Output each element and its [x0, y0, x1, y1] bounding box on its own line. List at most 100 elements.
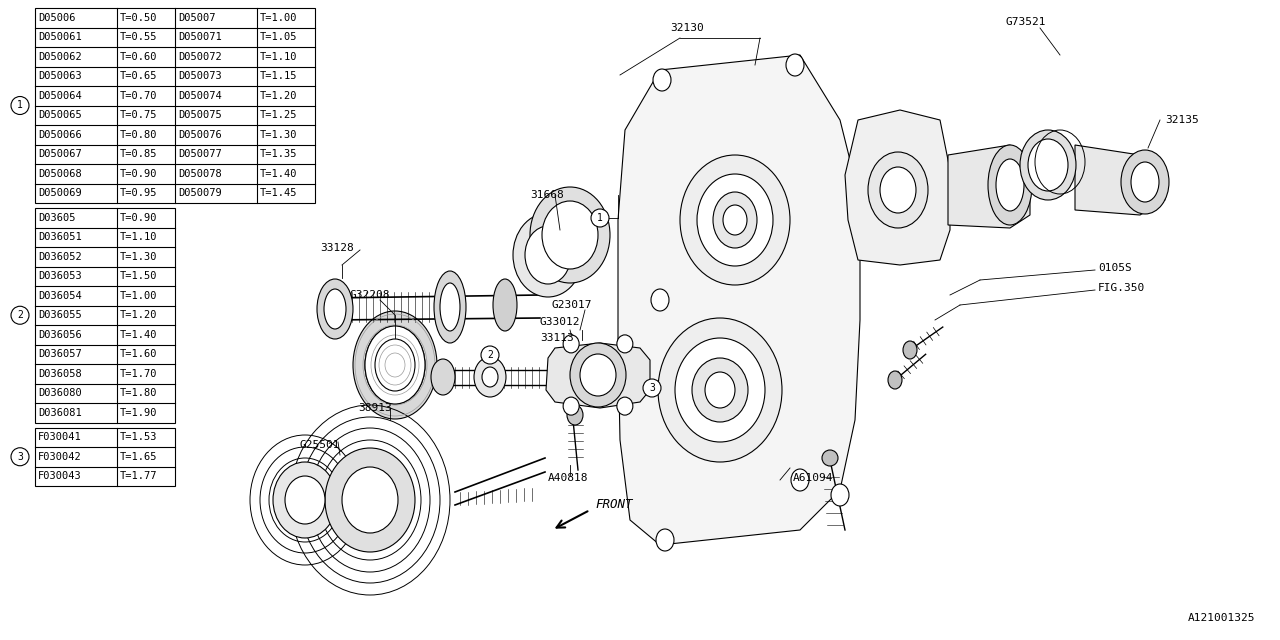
Ellipse shape	[881, 167, 916, 213]
Ellipse shape	[831, 484, 849, 506]
Circle shape	[591, 209, 609, 227]
Text: T=0.65: T=0.65	[120, 71, 157, 81]
Text: 32130: 32130	[669, 23, 704, 33]
Ellipse shape	[285, 476, 325, 524]
Text: D050068: D050068	[38, 169, 82, 179]
Ellipse shape	[680, 155, 790, 285]
Ellipse shape	[474, 357, 506, 397]
Ellipse shape	[692, 358, 748, 422]
Text: T=1.00: T=1.00	[260, 13, 297, 23]
Text: D050064: D050064	[38, 91, 82, 100]
Text: T=0.55: T=0.55	[120, 32, 157, 42]
Ellipse shape	[563, 397, 579, 415]
Text: T=1.35: T=1.35	[260, 149, 297, 159]
Text: T=1.30: T=1.30	[260, 130, 297, 140]
Text: T=1.25: T=1.25	[260, 110, 297, 120]
Ellipse shape	[617, 335, 632, 353]
Ellipse shape	[675, 338, 765, 442]
Text: D036055: D036055	[38, 310, 82, 320]
Text: D050072: D050072	[178, 52, 221, 61]
Ellipse shape	[375, 339, 415, 391]
Ellipse shape	[713, 192, 756, 248]
Ellipse shape	[786, 54, 804, 76]
Text: 1: 1	[17, 100, 23, 111]
Text: D050065: D050065	[38, 110, 82, 120]
Text: T=0.80: T=0.80	[120, 130, 157, 140]
Text: T=1.70: T=1.70	[120, 369, 157, 379]
Text: T=1.50: T=1.50	[120, 271, 157, 281]
Text: T=1.00: T=1.00	[120, 291, 157, 301]
Text: FIG.350: FIG.350	[1098, 283, 1146, 293]
Ellipse shape	[570, 343, 626, 407]
Text: T=1.10: T=1.10	[260, 52, 297, 61]
Text: D036051: D036051	[38, 232, 82, 243]
Text: A121001325: A121001325	[1188, 613, 1254, 623]
Ellipse shape	[791, 469, 809, 491]
Text: D050079: D050079	[178, 188, 221, 198]
Ellipse shape	[888, 371, 902, 389]
Text: T=1.05: T=1.05	[260, 32, 297, 42]
Ellipse shape	[434, 271, 466, 343]
Ellipse shape	[1121, 150, 1169, 214]
Polygon shape	[845, 110, 950, 265]
Polygon shape	[1075, 145, 1165, 215]
Ellipse shape	[902, 341, 916, 359]
Text: T=1.20: T=1.20	[120, 310, 157, 320]
Ellipse shape	[868, 152, 928, 228]
Ellipse shape	[658, 318, 782, 462]
Text: D050078: D050078	[178, 169, 221, 179]
Polygon shape	[547, 343, 650, 408]
Text: T=0.95: T=0.95	[120, 188, 157, 198]
Ellipse shape	[365, 326, 425, 404]
Text: 33128: 33128	[320, 243, 353, 253]
Bar	[35, 428, 175, 486]
Text: T=1.10: T=1.10	[120, 232, 157, 243]
Text: T=1.20: T=1.20	[260, 91, 297, 100]
Text: A61094: A61094	[794, 473, 833, 483]
Ellipse shape	[483, 367, 498, 387]
Text: 0105S: 0105S	[1098, 263, 1132, 273]
Ellipse shape	[365, 326, 425, 404]
Ellipse shape	[580, 354, 616, 396]
Text: G32208: G32208	[349, 290, 390, 300]
Text: D03605: D03605	[38, 212, 76, 223]
Text: D050077: D050077	[178, 149, 221, 159]
Ellipse shape	[513, 213, 582, 297]
Text: T=1.65: T=1.65	[120, 452, 157, 461]
Text: T=1.30: T=1.30	[120, 252, 157, 262]
Text: G25501: G25501	[300, 440, 340, 450]
Text: D036080: D036080	[38, 388, 82, 398]
Ellipse shape	[317, 279, 353, 339]
Text: T=0.75: T=0.75	[120, 110, 157, 120]
Circle shape	[643, 379, 660, 397]
Ellipse shape	[530, 187, 611, 283]
Bar	[35, 208, 175, 422]
Text: FRONT: FRONT	[595, 499, 632, 511]
Text: T=0.70: T=0.70	[120, 91, 157, 100]
Text: 31668: 31668	[530, 190, 563, 200]
Text: T=0.60: T=0.60	[120, 52, 157, 61]
Text: T=0.90: T=0.90	[120, 169, 157, 179]
Text: 32135: 32135	[1165, 115, 1199, 125]
Text: 1: 1	[596, 213, 603, 223]
Text: T=1.90: T=1.90	[120, 408, 157, 418]
Text: T=1.53: T=1.53	[120, 432, 157, 442]
Text: G33012: G33012	[540, 317, 581, 327]
Text: T=0.90: T=0.90	[120, 212, 157, 223]
Text: D050069: D050069	[38, 188, 82, 198]
Text: 3: 3	[649, 383, 655, 393]
Text: F030041: F030041	[38, 432, 82, 442]
Text: 33113: 33113	[540, 333, 573, 343]
Text: D050071: D050071	[178, 32, 221, 42]
Text: D050062: D050062	[38, 52, 82, 61]
Text: T=1.40: T=1.40	[260, 169, 297, 179]
Circle shape	[481, 346, 499, 364]
Ellipse shape	[1020, 130, 1076, 200]
Text: 2: 2	[488, 350, 493, 360]
Text: D036054: D036054	[38, 291, 82, 301]
Text: T=1.77: T=1.77	[120, 471, 157, 481]
Ellipse shape	[342, 467, 398, 533]
Text: D05007: D05007	[178, 13, 215, 23]
Ellipse shape	[723, 205, 748, 235]
Ellipse shape	[653, 69, 671, 91]
